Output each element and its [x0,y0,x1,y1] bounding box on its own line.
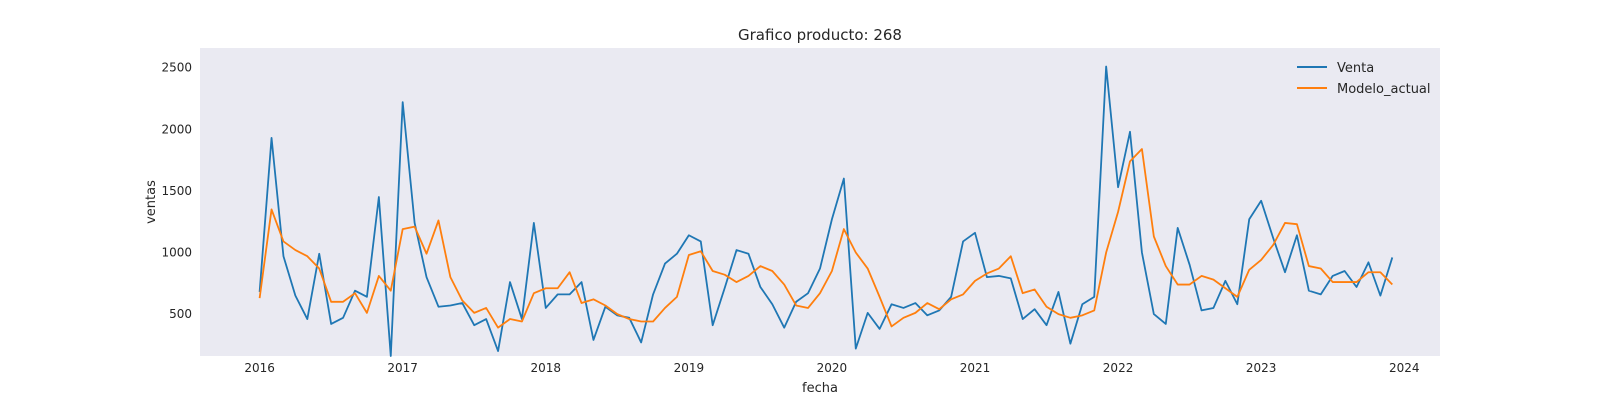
x-tick-label: 2024 [1389,361,1420,375]
x-axis-title: fecha [802,381,838,396]
legend-label-modelo-actual: Modelo_actual [1337,82,1431,97]
y-tick-label: 1000 [161,246,192,260]
y-tick-label: 2000 [161,122,192,136]
x-tick-label: 2018 [530,361,561,375]
x-tick-label: 2022 [1103,361,1134,375]
y-axis-title: ventas [144,180,159,224]
plot-background [200,48,1440,356]
chart-title: Grafico producto: 268 [738,26,902,44]
y-axis-ticks: 500 1000 1500 2000 2500 [161,61,192,321]
y-tick-label: 2500 [161,61,192,75]
legend: Venta Modelo_actual [1297,61,1431,97]
series-line-modelo-actual [258,148,1393,329]
legend-label-venta: Venta [1337,61,1374,76]
x-tick-label: 2019 [674,361,705,375]
x-axis-ticks: 2016 2017 2018 2019 2020 2021 2022 2023 2024 [244,361,1419,375]
y-tick-label: 500 [169,307,192,321]
x-tick-label: 2017 [387,361,418,375]
x-tick-label: 2021 [960,361,991,375]
series-layer [258,65,1394,357]
x-tick-label: 2023 [1246,361,1277,375]
series-line-venta [258,65,1394,357]
x-tick-label: 2016 [244,361,275,375]
x-tick-label: 2020 [817,361,848,375]
y-tick-label: 1500 [161,184,192,198]
